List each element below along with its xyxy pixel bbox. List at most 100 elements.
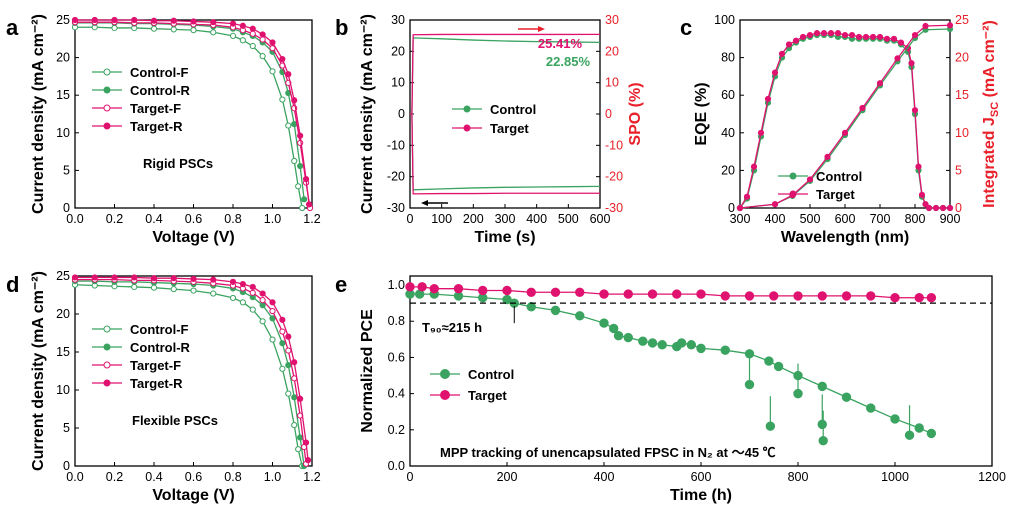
data-point [210,290,217,297]
y-tick-label: 0.0 [388,459,405,473]
data-point [926,293,937,303]
x-tick-label: 700 [870,212,891,226]
y-tick-label: 15 [56,88,70,102]
data-point [295,446,302,453]
data-point [841,31,849,39]
y-tick-label: 20 [391,44,405,58]
data-point [638,336,648,346]
data-point [757,129,765,136]
data-point [405,282,415,292]
y-axis-label: Normalized PCE [359,309,376,433]
data-point [743,193,751,200]
x-tick-label: 0.0 [66,212,83,226]
legend-item: Target [430,388,507,403]
y2-tick-label: -30 [605,201,623,215]
data-point [696,343,706,354]
legend-marker [463,124,471,132]
legend-marker [103,86,111,94]
x-tick-label: 600 [691,470,712,484]
x-tick-label: 0 [407,212,414,226]
t90-label: T₉₀≈215 h [422,320,482,335]
series-control [405,289,937,439]
data-point [249,289,256,296]
y-axis-label: Current density (mA cm⁻²) [30,14,47,214]
data-point [269,307,276,315]
data-point [285,347,292,354]
y-axis-label: Current density (mA cm⁻²) [30,271,47,471]
data-point [925,204,933,212]
data-point [170,17,177,24]
x-tick-label: 400 [594,470,615,484]
legend-marker [789,172,797,180]
data-point [922,201,929,208]
data-point [91,274,98,281]
spo-control-label: 22.85% [546,54,591,69]
x-tick-label: 0.2 [106,212,123,226]
series-target-r [71,16,313,208]
data-point [297,395,304,402]
data-point [841,392,852,402]
y-tick-label: 20 [56,51,70,65]
data-point [793,291,803,301]
data-point [259,318,266,325]
y2-tick-label: 25 [955,13,969,27]
data-point [291,157,298,165]
y2-tick-label: -10 [605,138,623,152]
y-axis-label: EQE (%) [693,82,710,145]
caption: MPP tracking of unencapsulated FPSC in N… [440,445,776,460]
data-point [890,35,898,42]
y-tick-label: 30 [391,13,405,27]
data-point [575,287,585,297]
legend-label: Target-F [130,358,181,373]
data-point [302,175,310,183]
data-point [291,359,298,366]
data-point [229,20,237,27]
data-point [855,33,863,41]
x-tick-label: 0.6 [185,470,202,484]
data-point [239,22,246,29]
data-point [736,204,744,212]
legend-item: Target-F [92,358,181,373]
data-point [817,381,827,392]
legend-label: Target [816,187,855,202]
data-point [696,289,706,299]
data-point [799,33,807,41]
data-point [820,30,828,37]
data-point [720,291,730,301]
data-point [71,16,79,24]
data-point [279,55,286,63]
data-point [297,132,304,139]
data-point [502,285,512,296]
y-tick-label: 15 [56,345,70,359]
y-tick-label: 0 [728,201,735,215]
data-point [417,282,427,292]
x-tick-label: 500 [800,212,821,226]
data-point [785,41,793,48]
data-point [599,318,609,328]
data-point [269,299,276,306]
data-point [249,25,256,32]
data-point [824,153,831,160]
data-point [939,204,947,212]
legend-item: Control-R [92,83,191,98]
data-point [834,30,842,37]
data-point [765,421,776,431]
data-point [866,291,876,301]
legend-marker [103,122,111,130]
y-tick-label: 10 [391,76,405,90]
data-point [911,107,919,114]
data-point [866,403,876,413]
legend-label: Target [490,121,529,136]
data-point [285,71,292,78]
y-tick-label: 0.6 [388,350,405,364]
data-point [279,365,286,372]
data-point [897,39,905,46]
data-point [720,345,730,355]
x-tick-label: 1.2 [303,212,320,226]
data-point [285,122,292,129]
data-point [259,297,266,304]
legend-label: Target-R [130,376,183,391]
data-point [526,287,536,297]
x-tick-label: 900 [940,212,961,226]
data-point [291,394,298,401]
